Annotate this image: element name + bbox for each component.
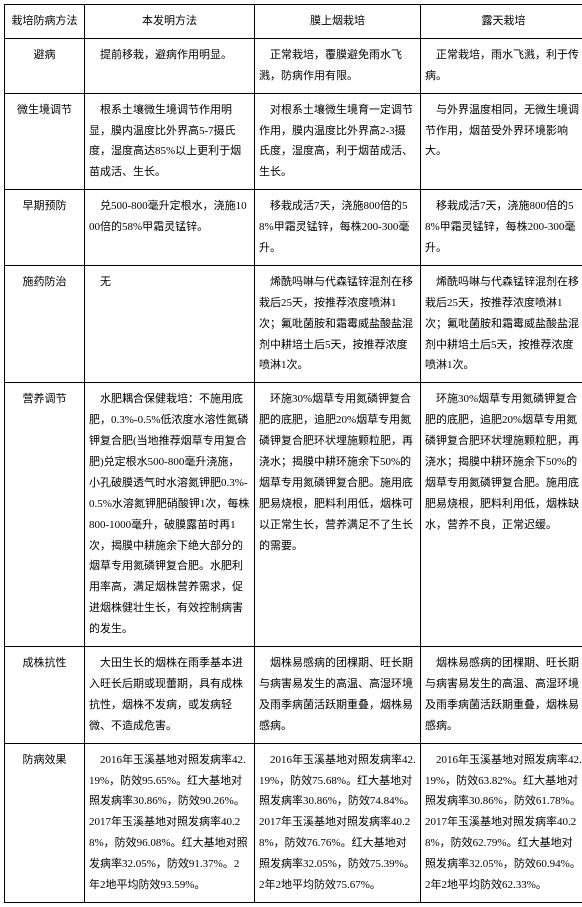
row-label: 成株抗性 [5, 647, 85, 744]
col-header-film: 膜上烟栽培 [255, 5, 421, 39]
cell: 大田生长的烟株在雨季基本进入旺长后期或现蕾期，具有成株抗性，烟株不发病，或发病轻… [85, 647, 255, 744]
col-header-open: 露天栽培 [421, 5, 582, 39]
table-row: 早期预防 兑500-800毫升定根水，浇施1000倍的58%甲霜灵锰锌。 移栽成… [5, 190, 582, 266]
cell: 提前移栽，避病作用明显。 [85, 38, 255, 93]
table-row: 防病效果 2016年玉溪基地对照发病率42.19%，防效95.65%。红大基地对… [5, 743, 582, 902]
cell: 烯酰吗啉与代森锰锌混剂在移栽后25天，按推荐浓度喷淋1次；氟吡菌胺和霜霉威盐酸盐… [255, 265, 421, 382]
table-row: 成株抗性 大田生长的烟株在雨季基本进入旺长后期或现蕾期，具有成株抗性，烟株不发病… [5, 647, 582, 744]
row-label: 早期预防 [5, 190, 85, 266]
cell: 正常栽培，覆膜避免雨水飞溅，防病作用有限。 [255, 38, 421, 93]
cell: 正常栽培，雨水飞溅，利于传病。 [421, 38, 582, 93]
row-label: 防病效果 [5, 743, 85, 902]
cell: 移栽成活7天，浇施800倍的58%甲霜灵锰锌，每株200-300毫升。 [421, 190, 582, 266]
cell: 水肥耦合保健栽培：不施用底肥，0.3%-0.5%低浓度水溶性氮磷钾复合肥(当地推… [85, 383, 255, 647]
cell: 2016年玉溪基地对照发病率42.19%，防效95.65%。红大基地对照发病率3… [85, 743, 255, 902]
cell: 无 [85, 265, 255, 382]
comparison-table: 栽培防病方法 本发明方法 膜上烟栽培 露天栽培 避病 提前移栽，避病作用明显。 … [4, 4, 582, 903]
table-header-row: 栽培防病方法 本发明方法 膜上烟栽培 露天栽培 [5, 5, 582, 39]
col-header-method: 栽培防病方法 [5, 5, 85, 39]
table-row: 微生境调节 根系土壤微生境调节作用明显，膜内温度比外界高5-7摄氏度，湿度高达8… [5, 93, 582, 190]
cell: 烟株易感病的团棵期、旺长期与病害易发生的高温、高湿环境及雨季病菌活跃期重叠，烟株… [421, 647, 582, 744]
cell: 兑500-800毫升定根水，浇施1000倍的58%甲霜灵锰锌。 [85, 190, 255, 266]
cell: 环施30%烟草专用氮磷钾复合肥的底肥，追肥20%烟草专用氮磷钾复合肥环状埋施颗粒… [255, 383, 421, 647]
table-row: 营养调节 水肥耦合保健栽培：不施用底肥，0.3%-0.5%低浓度水溶性氮磷钾复合… [5, 383, 582, 647]
row-label: 施药防治 [5, 265, 85, 382]
cell: 2016年玉溪基地对照发病率42.19%，防效63.82%。红大基地对照发病率3… [421, 743, 582, 902]
cell: 烟株易感病的团棵期、旺长期与病害易发生的高温、高湿环境及雨季病菌活跃期重叠，烟株… [255, 647, 421, 744]
col-header-invention: 本发明方法 [85, 5, 255, 39]
cell: 烯酰吗啉与代森锰锌混剂在移栽后25天，按推荐浓度喷淋1次；氟吡菌胺和霜霉威盐酸盐… [421, 265, 582, 382]
cell: 根系土壤微生境调节作用明显，膜内温度比外界高5-7摄氏度，湿度高达85%以上更利… [85, 93, 255, 190]
cell: 对根系土壤微生境育一定调节作用，膜内温度比外界高2-3摄氏度，湿度高，利于烟苗成… [255, 93, 421, 190]
table-row: 避病 提前移栽，避病作用明显。 正常栽培，覆膜避免雨水飞溅，防病作用有限。 正常… [5, 38, 582, 93]
cell: 移栽成活7天，浇施800倍的58%甲霜灵锰锌，每株200-300毫升。 [255, 190, 421, 266]
row-label: 避病 [5, 38, 85, 93]
cell: 与外界温度相同，无微生境调节作用，烟苗受外界环境影响大。 [421, 93, 582, 190]
table-row: 施药防治 无 烯酰吗啉与代森锰锌混剂在移栽后25天，按推荐浓度喷淋1次；氟吡菌胺… [5, 265, 582, 382]
row-label: 营养调节 [5, 383, 85, 647]
cell: 环施30%烟草专用氮磷钾复合肥的底肥，追肥20%烟草专用氮磷钾复合肥环状埋施颗粒… [421, 383, 582, 647]
row-label: 微生境调节 [5, 93, 85, 190]
cell: 2016年玉溪基地对照发病率42.19%，防效75.68%。红大基地对照发病率3… [255, 743, 421, 902]
